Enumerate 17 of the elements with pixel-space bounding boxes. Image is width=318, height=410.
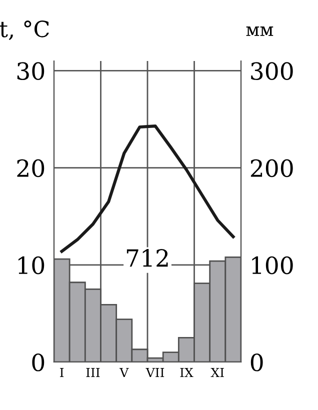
- y2-tick-label: 100: [252, 256, 293, 274]
- x-tick-label: III: [86, 368, 100, 378]
- y2-tick-label: 200: [250, 159, 293, 178]
- y-axis-title: t, °C: [0, 20, 49, 40]
- y2-tick-label: 300: [251, 62, 293, 80]
- x-tick-label: XI: [210, 368, 224, 378]
- y-tick-label: 0: [32, 353, 44, 372]
- x-tick-label: I: [60, 368, 64, 378]
- x-tick-label: V: [119, 368, 129, 378]
- y2-tick-label: 0: [250, 353, 263, 372]
- x-tick-label: VII: [146, 368, 164, 378]
- x-tick-label: IX: [180, 368, 194, 378]
- annotation: 712: [126, 249, 168, 267]
- y-tick-label: 10: [18, 256, 44, 274]
- y2-axis-title: мм: [246, 26, 274, 36]
- y-tick-label: 30: [17, 62, 44, 80]
- y-tick-label: 20: [17, 159, 44, 178]
